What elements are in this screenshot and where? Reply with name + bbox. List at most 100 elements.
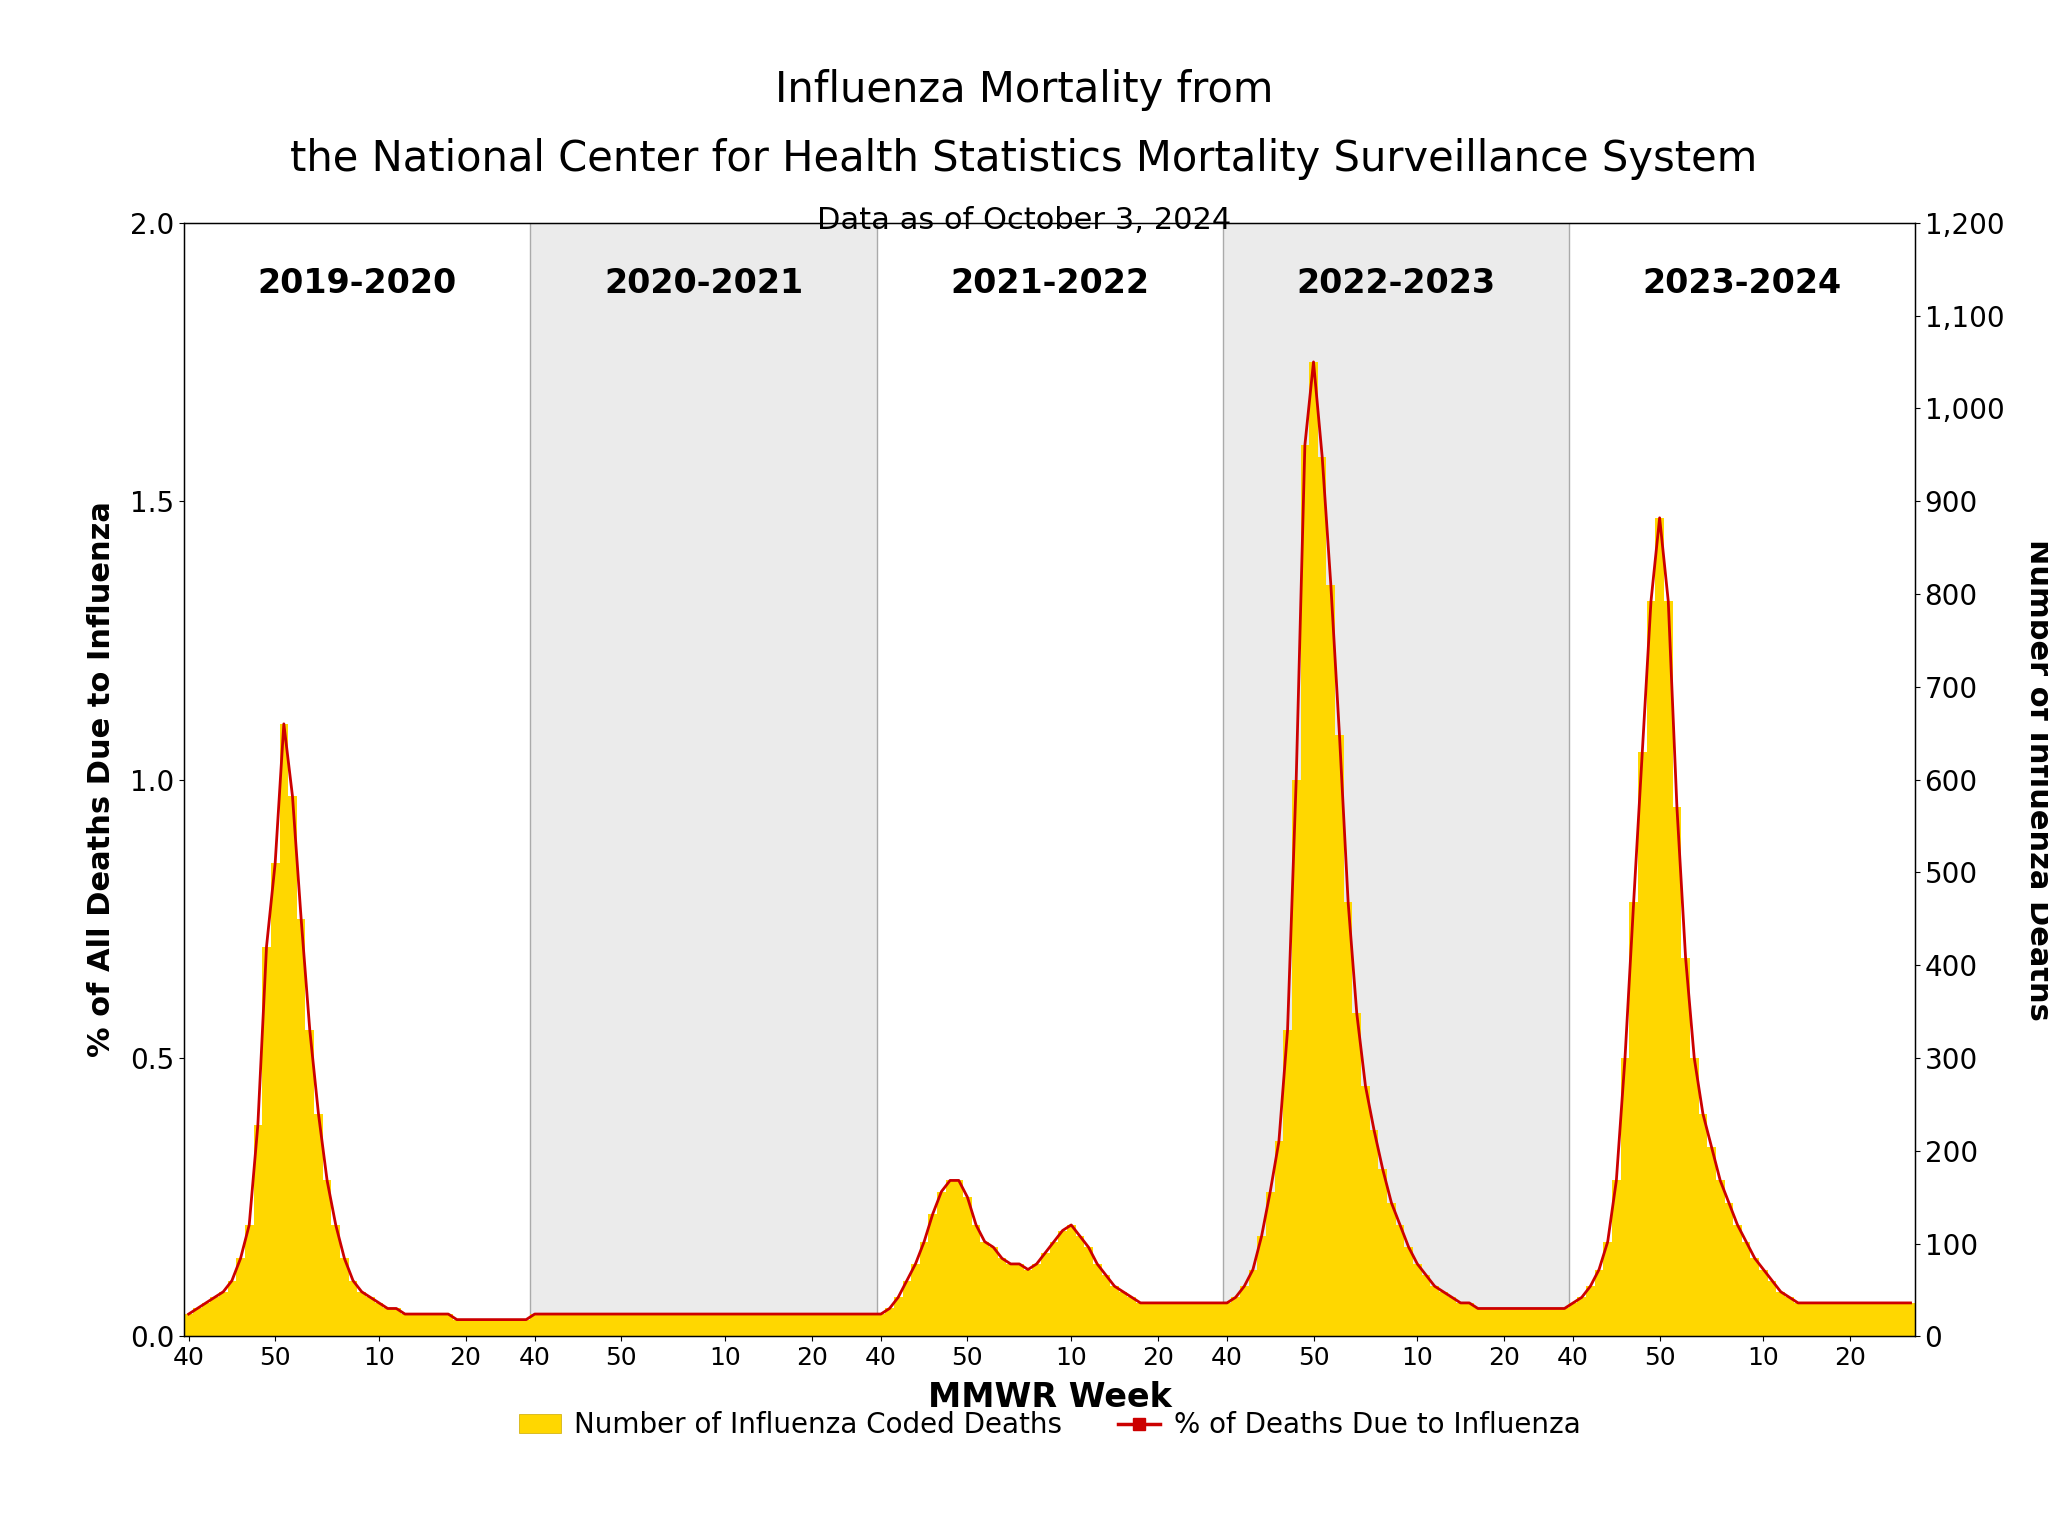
Bar [1759, 1269, 1767, 1336]
Bar [1475, 1309, 1483, 1336]
Bar [1802, 1303, 1810, 1336]
Bar [1638, 751, 1647, 1336]
Bar [469, 1319, 479, 1336]
Bar [860, 1315, 868, 1336]
Bar [391, 1309, 401, 1336]
Bar [201, 1303, 211, 1336]
Bar [1397, 1226, 1405, 1336]
Bar [1569, 1303, 1577, 1336]
Text: 2020-2021: 2020-2021 [604, 267, 803, 300]
Bar [1448, 1298, 1456, 1336]
Bar [313, 1114, 324, 1336]
Bar [659, 1315, 670, 1336]
Bar [885, 1309, 893, 1336]
Bar [514, 1319, 522, 1336]
Bar [444, 1315, 453, 1336]
Bar [418, 1315, 426, 1336]
Bar [1317, 456, 1327, 1336]
Bar [1534, 1309, 1542, 1336]
Text: 2021-2022: 2021-2022 [950, 267, 1149, 300]
Text: 2022-2023: 2022-2023 [1296, 267, 1495, 300]
Bar [1284, 1031, 1292, 1336]
Bar [1196, 1303, 1206, 1336]
Bar [616, 1315, 625, 1336]
Bar [1440, 1292, 1448, 1336]
Bar [401, 1315, 410, 1336]
Bar [557, 1315, 565, 1336]
Bar [1880, 1303, 1888, 1336]
Bar [547, 1315, 557, 1336]
Bar [1292, 780, 1300, 1336]
Bar [1776, 1292, 1786, 1336]
Bar [236, 1258, 246, 1336]
Bar [254, 1124, 262, 1336]
Bar [772, 1315, 782, 1336]
Bar [1491, 1309, 1499, 1336]
Bar [1327, 585, 1335, 1336]
Bar [748, 1315, 756, 1336]
Bar [1829, 1303, 1837, 1336]
Bar [1907, 1303, 1915, 1336]
Bar [1647, 602, 1655, 1336]
Bar [375, 1303, 383, 1336]
Bar [651, 1315, 659, 1336]
Bar [1690, 1058, 1698, 1336]
Bar [436, 1315, 444, 1336]
Text: the National Center for Health Statistics Mortality Surveillance System: the National Center for Health Statistic… [291, 138, 1757, 180]
Bar [340, 1258, 348, 1336]
Bar [1405, 1247, 1413, 1336]
Bar [1239, 1286, 1249, 1336]
Bar [1767, 1281, 1776, 1336]
Bar [1309, 362, 1317, 1336]
Bar [600, 1315, 608, 1336]
Bar [670, 1315, 678, 1336]
Bar [729, 1315, 737, 1336]
Bar [1118, 1292, 1128, 1336]
Bar [1352, 1014, 1362, 1336]
Text: 2023-2024: 2023-2024 [1642, 267, 1841, 300]
Bar [1083, 1247, 1094, 1336]
Bar [1024, 1269, 1032, 1336]
Bar [539, 1315, 547, 1336]
Bar [582, 1315, 592, 1336]
Bar [1040, 1253, 1051, 1336]
Bar [1214, 1303, 1223, 1336]
Bar [1421, 1275, 1430, 1336]
Bar [920, 1241, 928, 1336]
Bar [1698, 1114, 1708, 1336]
Bar [678, 1315, 686, 1336]
Bar [1724, 1203, 1733, 1336]
Bar [227, 1281, 236, 1336]
Bar [842, 1315, 850, 1336]
Bar [410, 1315, 418, 1336]
Y-axis label: % of All Deaths Due to Influenza: % of All Deaths Due to Influenza [88, 502, 117, 1057]
Bar [332, 1226, 340, 1336]
Bar [643, 1315, 651, 1336]
Bar [1542, 1309, 1552, 1336]
Bar [211, 1298, 219, 1336]
Bar [868, 1315, 877, 1336]
Bar [461, 1319, 469, 1336]
Bar [737, 1315, 748, 1336]
Bar [1362, 1086, 1370, 1336]
Bar [1552, 1309, 1561, 1336]
Bar [305, 1031, 313, 1336]
Bar [1733, 1226, 1743, 1336]
Bar [1059, 1230, 1067, 1336]
Bar [608, 1315, 616, 1336]
Bar [938, 1192, 946, 1336]
Bar [1888, 1303, 1898, 1336]
Bar [1786, 1298, 1794, 1336]
Bar [764, 1315, 772, 1336]
Bar [262, 946, 270, 1336]
Bar [496, 1319, 504, 1336]
Bar [946, 1180, 954, 1336]
Bar [184, 1315, 193, 1336]
Bar [573, 1315, 582, 1336]
Bar [1128, 1298, 1137, 1336]
Bar [1274, 1141, 1284, 1336]
Bar [1561, 1309, 1569, 1336]
Bar [530, 223, 877, 1336]
Bar [1343, 902, 1352, 1336]
Bar [799, 1315, 807, 1336]
